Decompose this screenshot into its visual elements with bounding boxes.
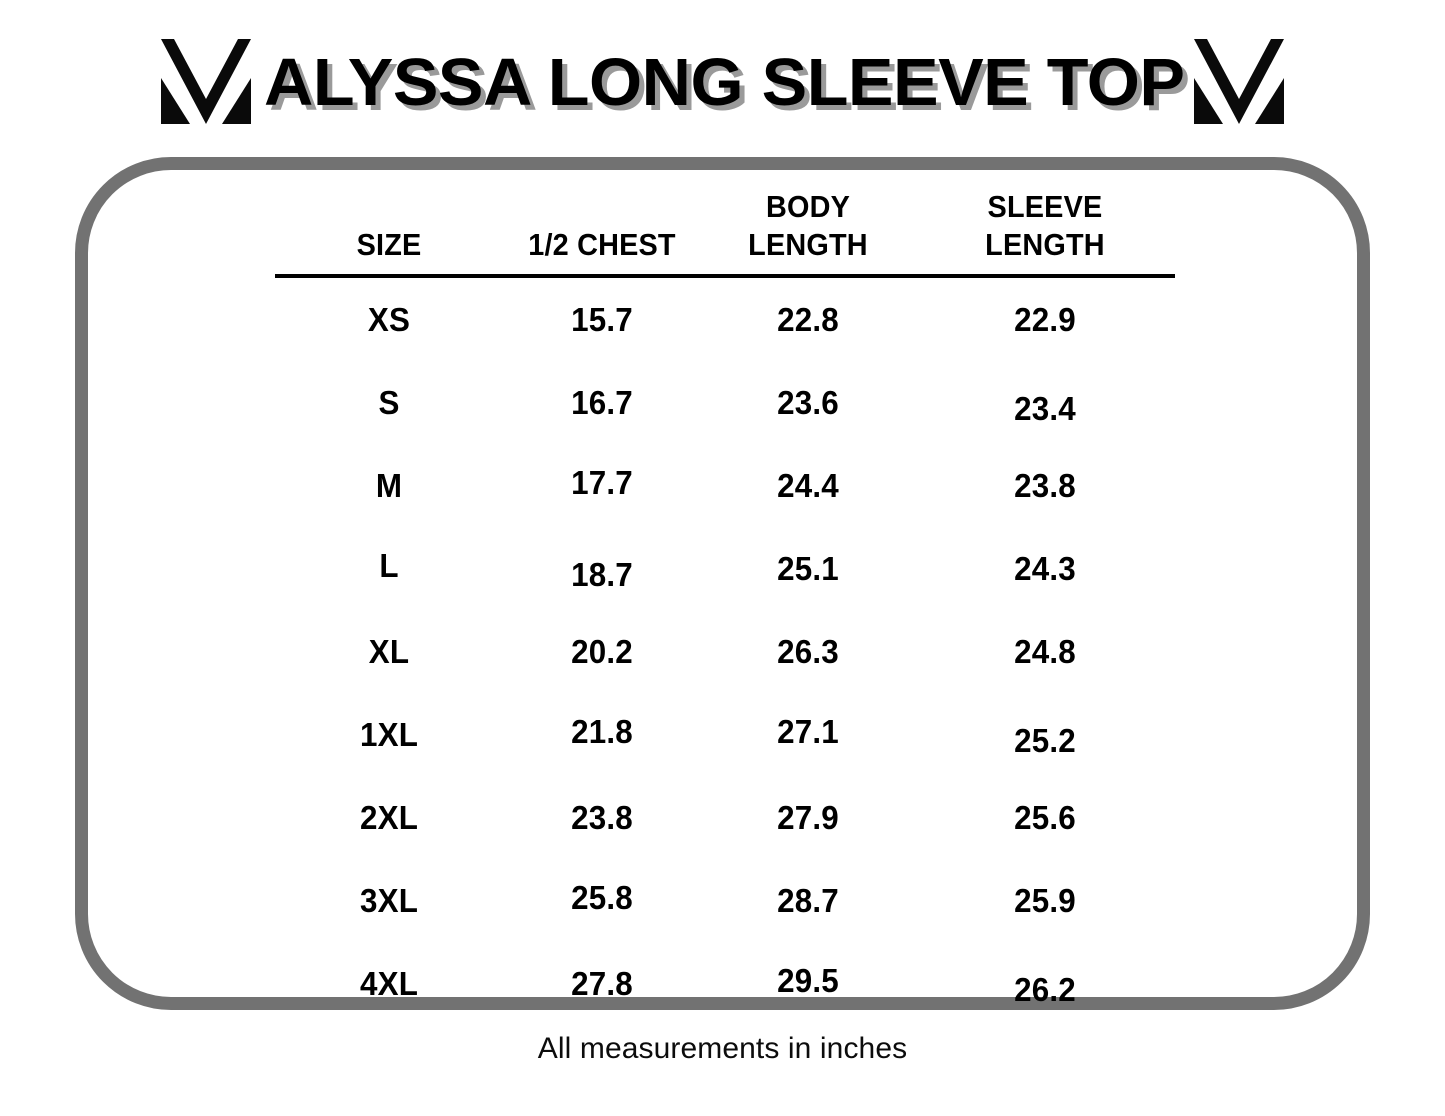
cell-size: S [378,383,400,421]
table-row: L 18.7 25.1 24.3 [275,527,1175,610]
cell-chest: 18.7 [571,555,633,593]
cell-size: 1XL [359,715,419,753]
cell-size: XL [368,632,410,670]
column-header-sleeve-line1: SLEEVE [987,189,1103,225]
cell-sleeve: 24.8 [1014,632,1076,670]
table-row: S 16.7 23.6 23.4 [275,361,1175,444]
cell-body: 27.1 [777,712,839,750]
table-row: XL 20.2 26.3 24.8 [275,610,1175,693]
column-header-body-length: BODY LENGTH [708,180,907,276]
page-title: ALYSSA LONG SLEEVE TOP [264,44,1185,120]
column-header-chest: 1/2 CHEST [510,180,694,276]
table-header-row: SIZE 1/2 CHEST BODY LENGTH SLEEVE LENGTH [275,180,1175,276]
column-header-size-line1: SIZE [356,227,422,263]
table-row: 3XL 25.8 28.7 25.9 [275,859,1175,942]
cell-body: 23.6 [777,383,839,421]
cell-chest: 25.8 [571,878,633,916]
table-row: 1XL 21.8 27.1 25.2 [275,693,1175,776]
cell-size: 2XL [359,798,419,836]
cell-chest: 21.8 [571,712,633,750]
cell-sleeve: 22.9 [1014,300,1076,338]
cell-sleeve: 26.2 [1014,970,1076,1008]
cell-body: 26.3 [777,632,839,670]
table-row: XS 15.7 22.8 22.9 [275,276,1175,361]
column-header-size: SIZE [283,180,495,276]
cell-size: 4XL [359,964,419,1002]
cell-chest: 23.8 [571,798,633,836]
cell-sleeve: 23.8 [1014,466,1076,504]
brand-v-logo-left [161,39,252,124]
cell-sleeve: 23.4 [1014,389,1076,427]
size-chart-table: SIZE 1/2 CHEST BODY LENGTH SLEEVE LENGTH… [275,180,1175,1025]
column-header-sleeve-line2: LENGTH [985,227,1105,263]
cell-size: XS [367,300,411,338]
cell-body: 27.9 [777,798,839,836]
column-header-sleeve-length: SLEEVE LENGTH [924,180,1166,276]
table-header: SIZE 1/2 CHEST BODY LENGTH SLEEVE LENGTH [275,180,1175,276]
size-table-container: SIZE 1/2 CHEST BODY LENGTH SLEEVE LENGTH… [275,180,1175,1008]
cell-size: L [379,546,399,584]
column-header-chest-line1: 1/2 CHEST [528,227,676,263]
cell-size: M [375,466,403,504]
cell-body: 29.5 [777,961,839,999]
table-row: 2XL 23.8 27.9 25.6 [275,776,1175,859]
cell-sleeve: 25.6 [1014,798,1076,836]
cell-body: 25.1 [777,549,839,587]
cell-sleeve: 24.3 [1014,549,1076,587]
cell-chest: 20.2 [571,632,633,670]
cell-sleeve: 25.2 [1014,721,1076,759]
measurement-units-note: All measurements in inches [537,1032,908,1065]
header-title-bar: ALYSSA LONG SLEEVE TOP [0,26,1445,138]
table-row: 4XL 27.8 29.5 26.2 [275,942,1175,1025]
column-header-body-line1: BODY [765,189,851,225]
cell-body: 28.7 [777,881,839,919]
cell-chest: 16.7 [571,383,633,421]
cell-body: 22.8 [777,300,839,338]
cell-chest: 17.7 [571,463,633,501]
table-body: XS 15.7 22.8 22.9 S 16.7 23.6 23.4 M 17.… [275,276,1175,1025]
table-row: M 17.7 24.4 23.8 [275,444,1175,527]
cell-chest: 27.8 [571,964,633,1002]
size-chart-frame [75,157,1370,1010]
cell-sleeve: 25.9 [1014,881,1076,919]
column-header-body-line2: LENGTH [748,227,868,263]
cell-chest: 15.7 [571,300,633,338]
cell-size: 3XL [359,881,419,919]
brand-v-logo-right [1193,39,1284,124]
cell-body: 24.4 [777,466,839,504]
